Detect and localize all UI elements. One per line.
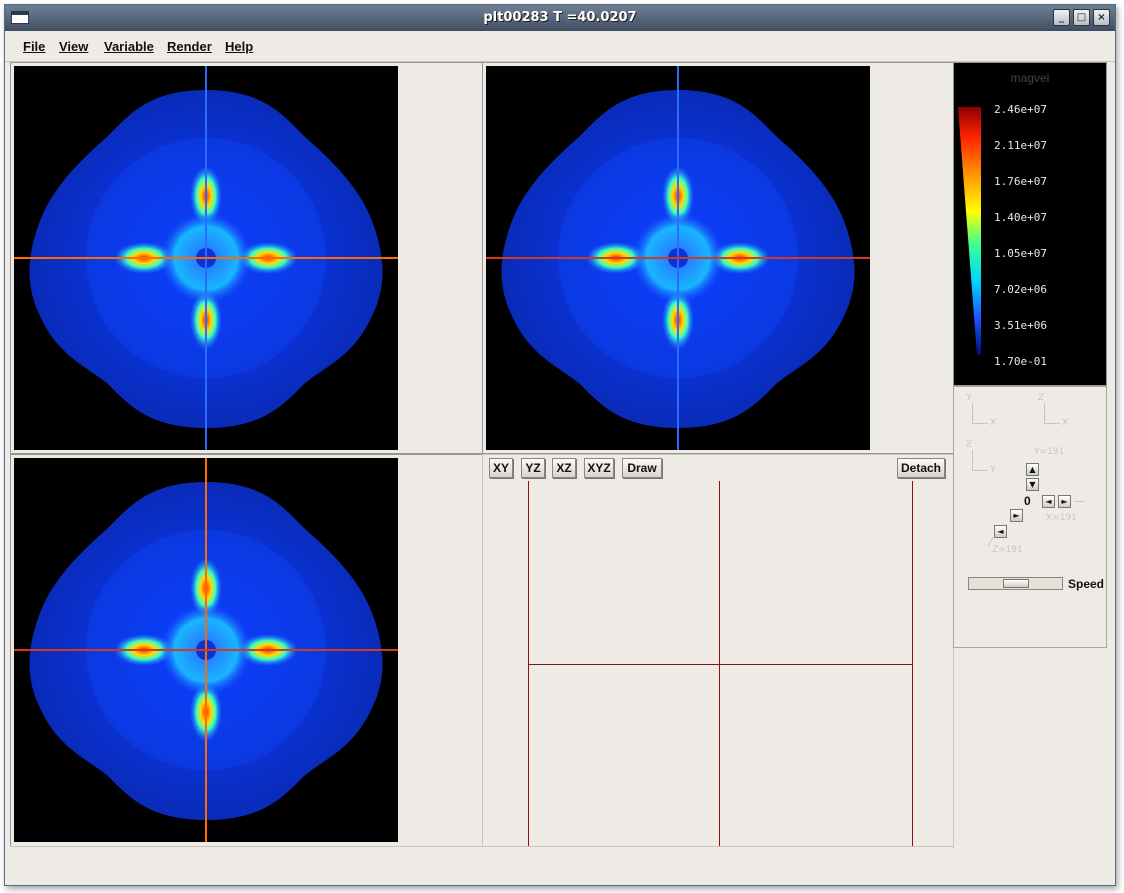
colorbar-variable: magvel (1010, 71, 1050, 85)
xy-view[interactable] (14, 66, 398, 450)
axis-glyph (1044, 423, 1060, 424)
y-slice-value: Y=191 (1034, 447, 1065, 457)
colorbar: magvel 2.46e+07 2.11e+07 1.76e+07 1.40e+… (953, 62, 1107, 386)
axis-glyph (972, 423, 988, 424)
menu-file[interactable]: File (23, 39, 46, 54)
colorbar-label: 1.40e+07 (994, 211, 1047, 224)
colorbar-label: 2.11e+07 (994, 139, 1047, 152)
crosshair-horizontal (486, 257, 870, 259)
axis-glyph (972, 450, 973, 470)
orientation-control-panel: Y X Z X Z Y Y=191 ▲ ▼ 0 ◄ ► X=191 ► ◄ Z=… (953, 386, 1107, 648)
colorbar-label: 7.02e+06 (994, 283, 1047, 296)
window-menu-icon[interactable] (11, 11, 29, 24)
z-forward-button[interactable]: ► (1010, 509, 1023, 522)
menu-help[interactable]: Help (225, 39, 254, 54)
bbox-edge (912, 481, 913, 846)
xyz-view-frame[interactable] (482, 454, 954, 848)
speed-slider[interactable] (968, 577, 1063, 590)
maximize-button[interactable]: □ (1073, 9, 1090, 26)
colorbar-label: 1.70e-01 (994, 355, 1047, 368)
bbox-edge (528, 481, 529, 846)
status-area (10, 846, 952, 877)
xyz-button[interactable]: XYZ (584, 458, 614, 478)
close-button[interactable]: × (1093, 9, 1110, 26)
xz-button[interactable]: XZ (552, 458, 576, 478)
axis-label-y: Y (966, 393, 972, 403)
yz-button[interactable]: YZ (521, 458, 545, 478)
menu-variable[interactable]: Variable (104, 39, 154, 54)
axis-glyph (972, 403, 973, 423)
colorbar-label: 2.46e+07 (994, 103, 1047, 116)
axis-label-y: Y (990, 465, 996, 475)
window-title: plt00283 T =40.0207 (483, 10, 637, 25)
z-slice-value: Z=191 (992, 545, 1023, 555)
colorbar-label: 3.51e+06 (994, 319, 1047, 332)
axis-label-z: Z (1038, 393, 1045, 403)
xy-button[interactable]: XY (489, 458, 513, 478)
x-left-button[interactable]: ◄ (1042, 495, 1055, 508)
menu-view[interactable]: View (59, 39, 89, 54)
menu-bar: File View Variable Render Help (5, 31, 1115, 62)
y-up-button[interactable]: ▲ (1026, 463, 1039, 476)
x-axis-tick (1074, 501, 1084, 502)
colorbar-label: 1.76e+07 (994, 175, 1047, 188)
speed-slider-handle[interactable] (1003, 579, 1029, 588)
bbox-edge (719, 481, 720, 846)
crosshair-horizontal (14, 257, 398, 259)
slice-level: 0 (1024, 494, 1031, 508)
title-bar[interactable]: plt00283 T =40.0207 _ □ × (5, 5, 1115, 31)
colorbar-gradient (958, 107, 981, 355)
y-down-button[interactable]: ▼ (1026, 478, 1039, 491)
speed-label: Speed (1068, 577, 1105, 591)
minimize-button[interactable]: _ (1053, 9, 1070, 26)
colorbar-label: 1.05e+07 (994, 247, 1047, 260)
axis-glyph (972, 470, 988, 471)
axis-label-x: X (990, 418, 997, 428)
bbox-edge (528, 664, 912, 665)
axis-label-x: X (1062, 418, 1069, 428)
z-back-button[interactable]: ◄ (994, 525, 1007, 538)
detach-button[interactable]: Detach (897, 458, 945, 478)
draw-button[interactable]: Draw (622, 458, 662, 478)
menu-render[interactable]: Render (167, 39, 212, 54)
x-right-button[interactable]: ► (1058, 495, 1071, 508)
crosshair-horizontal (14, 649, 398, 651)
axis-glyph (1044, 403, 1045, 423)
axis-label-z: Z (966, 440, 973, 450)
x-slice-value: X=191 (1046, 513, 1077, 523)
yz-view[interactable] (14, 458, 398, 842)
xz-view[interactable] (486, 66, 870, 450)
